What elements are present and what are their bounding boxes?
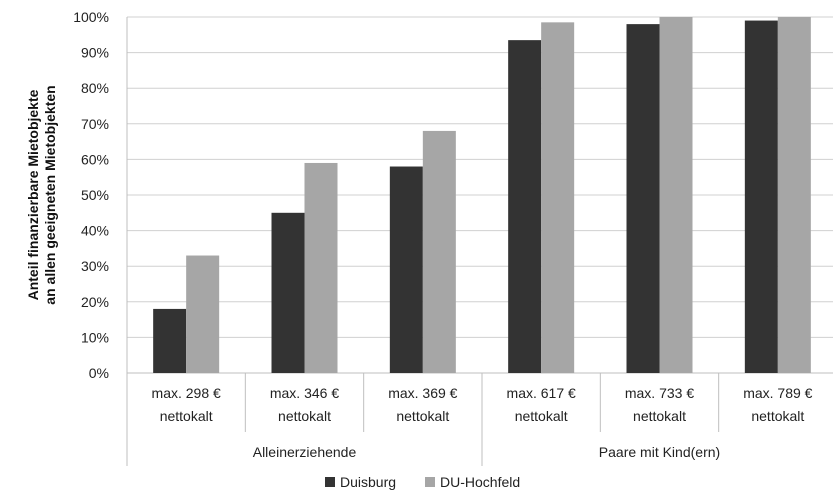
x-group-label: Paare mit Kind(ern): [599, 444, 720, 460]
x-category-label-line2: nettokalt: [160, 408, 213, 424]
y-tick-label: 60%: [81, 151, 109, 167]
x-category-label: max. 346 €: [270, 385, 339, 401]
y-tick-label: 0%: [89, 365, 109, 381]
y-tick-label: 90%: [81, 45, 109, 61]
bar-du-hochfeld: [659, 17, 693, 373]
bar-duisburg: [271, 212, 305, 373]
y-axis-label-line2: an allen geeigneten Mietobjekten: [42, 85, 58, 304]
x-category-label-line2: nettokalt: [278, 408, 331, 424]
x-category-label-line2: nettokalt: [751, 408, 804, 424]
x-category-label: max. 298 €: [152, 385, 221, 401]
y-tick-label: 50%: [81, 187, 109, 203]
x-category-label: max. 733 €: [625, 385, 694, 401]
y-tick-label: 40%: [81, 223, 109, 239]
legend-label: Duisburg: [340, 474, 396, 490]
x-category-label-line2: nettokalt: [396, 408, 449, 424]
y-tick-label: 30%: [81, 258, 109, 274]
x-category-label: max. 617 €: [507, 385, 576, 401]
bar-duisburg: [153, 308, 187, 373]
y-tick-label: 70%: [81, 116, 109, 132]
bar-duisburg: [389, 166, 423, 373]
bar-du-hochfeld: [541, 22, 575, 374]
legend-label: DU-Hochfeld: [440, 474, 520, 490]
y-tick-label: 20%: [81, 294, 109, 310]
x-category-label-line2: nettokalt: [515, 408, 568, 424]
bar-duisburg: [626, 24, 660, 374]
bar-duisburg: [508, 40, 542, 373]
x-group-label: Alleinerziehende: [253, 444, 357, 460]
bar-duisburg: [744, 20, 778, 374]
bar-du-hochfeld: [304, 162, 338, 373]
y-tick-label: 10%: [81, 329, 109, 345]
bar-du-hochfeld: [777, 17, 811, 373]
x-category-label: max. 789 €: [743, 385, 812, 401]
y-axis-label: Anteil finanzierbare Mietobjekte: [25, 89, 41, 300]
legend-swatch: [325, 477, 335, 487]
bar-du-hochfeld: [186, 255, 220, 373]
x-category-label: max. 369 €: [388, 385, 457, 401]
y-tick-label: 80%: [81, 80, 109, 96]
y-tick-label: 100%: [73, 9, 109, 25]
x-category-label-line2: nettokalt: [633, 408, 686, 424]
bar-du-hochfeld: [422, 130, 456, 373]
legend-swatch: [425, 477, 435, 487]
